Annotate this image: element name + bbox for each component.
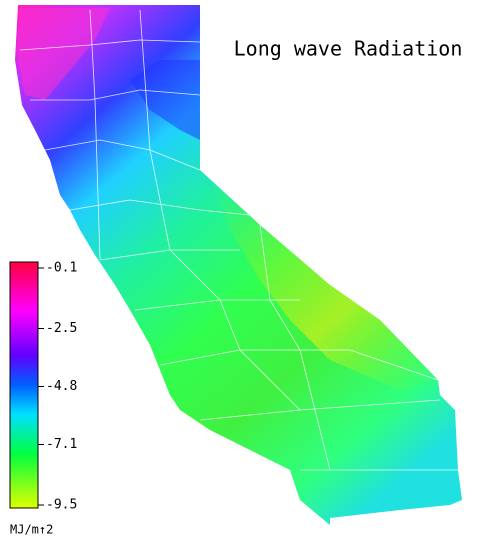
color-bar-ticks: -0.1 -2.5 -4.8 -7.1 -9.5 — [38, 261, 77, 513]
tick-label: -2.5 — [46, 321, 77, 336]
color-bar — [9, 261, 39, 509]
county-lines — [19, 9, 458, 471]
unit-label: MJ/m↑2 — [10, 523, 53, 537]
mountain-blue-zone — [130, 60, 200, 140]
tick-label: -9.5 — [46, 498, 77, 513]
tick-label: -7.1 — [46, 437, 77, 452]
map-title: Long wave Radiation — [234, 37, 463, 61]
north-magenta-zone — [16, 8, 110, 100]
tick-label: -4.8 — [46, 379, 77, 394]
tick-label: -0.1 — [46, 261, 77, 276]
state-outline — [15, 5, 462, 525]
east-warm-zone — [210, 180, 438, 390]
